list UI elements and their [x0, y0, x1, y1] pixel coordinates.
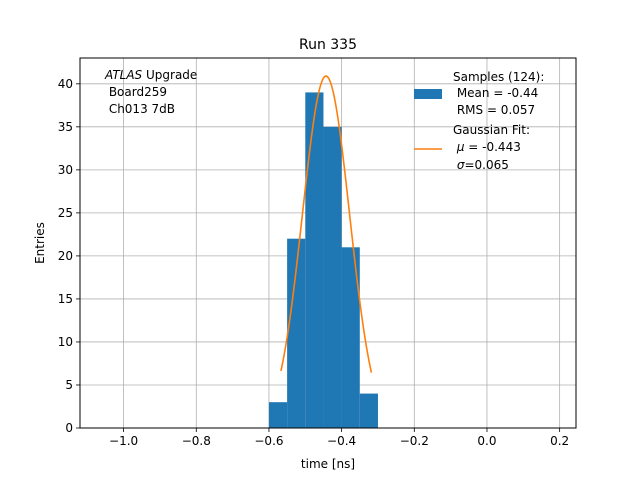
gaussian-fit	[280, 75, 373, 373]
histogram-bar	[287, 238, 306, 428]
y-tick-label: 10	[58, 335, 73, 349]
atlas-annotation: ATLAS Upgrade Board259 Ch013 7dB	[104, 68, 197, 116]
histogram-bar	[341, 247, 360, 428]
x-tick-label: −0.4	[327, 434, 356, 448]
y-tick-label: 0	[65, 421, 73, 435]
legend-fit-label: Gaussian Fit:	[453, 123, 530, 137]
y-tick-label: 5	[65, 378, 73, 392]
y-tick-label: 15	[58, 292, 73, 306]
histogram-bars	[268, 92, 378, 428]
legend-samples-rms: RMS = 0.057	[453, 103, 535, 117]
x-tick-label: 0.0	[477, 434, 496, 448]
legend-fit-mu: μ = -0.443	[453, 140, 521, 154]
x-tick-label: −1.0	[109, 434, 138, 448]
legend-mu-value: = -0.443	[464, 140, 520, 154]
x-tick-label: 0.2	[550, 434, 569, 448]
gaussian-fit-curve	[280, 75, 373, 373]
legend-samples-mean: Mean = -0.44	[453, 86, 538, 100]
y-axis-ticks: 0 5 10 15 20 25 30 35 40	[58, 77, 80, 435]
chart-title: Run 335	[299, 37, 357, 53]
histogram-bar	[359, 393, 378, 428]
y-tick-label: 25	[58, 206, 73, 220]
y-tick-label: 20	[58, 249, 73, 263]
legend-samples-label: Samples (124):	[453, 70, 544, 84]
legend-fit-sigma: σ=0.065	[453, 158, 509, 172]
y-axis-label: Entries	[33, 222, 47, 264]
legend-samples-swatch	[414, 89, 442, 99]
annotation-line-1: ATLAS Upgrade	[104, 68, 197, 82]
x-tick-label: −0.2	[400, 434, 429, 448]
legend: Samples (124): Mean = -0.44 RMS = 0.057 …	[414, 70, 544, 172]
legend-sigma-value: =0.065	[464, 158, 508, 172]
histogram-bar	[305, 92, 324, 428]
histogram-bar	[268, 402, 288, 428]
legend-mu-symbol: μ	[456, 140, 465, 154]
annotation-upgrade: Upgrade	[142, 68, 197, 82]
annotation-channel: Ch013 7dB	[105, 102, 175, 116]
axes-frame	[79, 57, 577, 429]
annotation-board: Board259	[105, 85, 167, 99]
x-tick-label: −0.6	[254, 434, 283, 448]
x-axis-label: time [ns]	[301, 457, 355, 471]
x-axis-ticks: −1.0 −0.8 −0.6 −0.4 −0.2 0.0 0.2	[109, 428, 569, 448]
x-tick-label: −0.8	[182, 434, 211, 448]
histogram-bar	[323, 126, 342, 428]
y-tick-label: 30	[58, 163, 73, 177]
annotation-atlas: ATLAS	[104, 68, 143, 82]
y-tick-label: 40	[58, 77, 73, 91]
legend-sigma-symbol: σ	[457, 158, 465, 172]
y-tick-label: 35	[58, 120, 73, 134]
